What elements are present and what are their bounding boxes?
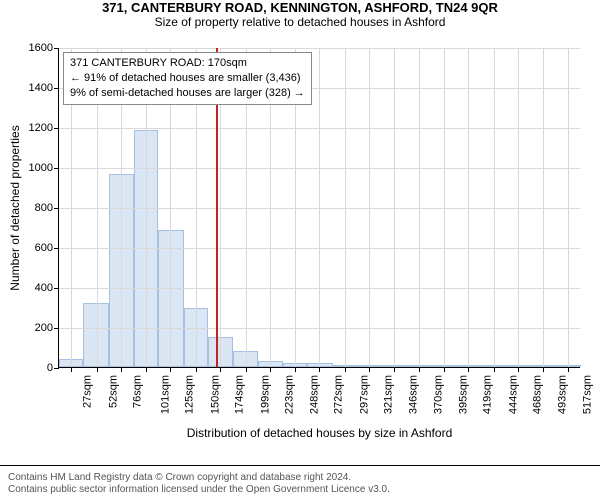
x-axis-label: Distribution of detached houses by size … [187, 426, 453, 440]
y-tick-mark [54, 208, 59, 209]
annotation-line-1: 371 CANTERBURY ROAD: 170sqm [70, 56, 305, 71]
x-tick-mark [270, 367, 271, 372]
x-tick-mark [71, 367, 72, 372]
x-tick-label: 101sqm [160, 375, 172, 414]
attribution-footer: Contains HM Land Registry data © Crown c… [0, 465, 600, 500]
x-tick-mark [196, 367, 197, 372]
chart-subtitle: Size of property relative to detached ho… [0, 15, 600, 29]
x-tick-mark [468, 367, 469, 372]
x-tick-mark [121, 367, 122, 372]
annotation-line-3: 9% of semi-detached houses are larger (3… [70, 86, 305, 101]
y-tick-mark [54, 288, 59, 289]
chart-title: 371, CANTERBURY ROAD, KENNINGTON, ASHFOR… [0, 0, 600, 15]
x-tick-label: 248sqm [309, 375, 321, 414]
x-tick-label: 493sqm [557, 375, 569, 414]
x-tick-mark [146, 367, 147, 372]
gridline-v [518, 48, 519, 367]
gridline-v [345, 48, 346, 367]
x-tick-label: 419sqm [482, 375, 494, 414]
annotation-line-2: ← 91% of detached houses are smaller (3,… [70, 71, 305, 86]
gridline-v [394, 48, 395, 367]
y-tick-mark [54, 248, 59, 249]
x-tick-label: 52sqm [107, 375, 119, 408]
gridline-v [419, 48, 420, 367]
gridline-v [319, 48, 320, 367]
x-tick-label: 468sqm [532, 375, 544, 414]
gridline-v [543, 48, 544, 367]
x-tick-label: 125sqm [184, 375, 196, 414]
gridline-v [444, 48, 445, 367]
x-tick-mark [97, 367, 98, 372]
y-tick-mark [54, 328, 59, 329]
x-tick-label: 395sqm [458, 375, 470, 414]
x-tick-mark [444, 367, 445, 372]
x-tick-mark [494, 367, 495, 372]
annotation-box: 371 CANTERBURY ROAD: 170sqm ← 91% of det… [63, 52, 312, 105]
plot-area: 371 CANTERBURY ROAD: 170sqm ← 91% of det… [58, 48, 580, 368]
x-tick-label: 223sqm [283, 375, 295, 414]
x-tick-mark [345, 367, 346, 372]
x-tick-label: 444sqm [507, 375, 519, 414]
y-axis-label: Number of detached properties [8, 125, 22, 290]
x-tick-label: 321sqm [383, 375, 395, 414]
x-tick-mark [369, 367, 370, 372]
x-tick-label: 27sqm [82, 375, 94, 408]
x-tick-mark [419, 367, 420, 372]
x-tick-mark [543, 367, 544, 372]
footer-line-1: Contains HM Land Registry data © Crown c… [8, 472, 592, 484]
x-tick-label: 272sqm [333, 375, 345, 414]
x-tick-mark [568, 367, 569, 372]
x-tick-label: 517sqm [581, 375, 593, 414]
x-tick-mark [394, 367, 395, 372]
x-tick-mark [170, 367, 171, 372]
x-tick-mark [295, 367, 296, 372]
x-tick-label: 346sqm [408, 375, 420, 414]
y-tick-mark [54, 48, 59, 49]
x-tick-label: 297sqm [358, 375, 370, 414]
gridline-v [468, 48, 469, 367]
x-tick-mark [220, 367, 221, 372]
y-tick-mark [54, 128, 59, 129]
y-tick-mark [54, 368, 59, 369]
x-tick-label: 370sqm [432, 375, 444, 414]
gridline-v [568, 48, 569, 367]
x-tick-label: 76sqm [131, 375, 143, 408]
x-tick-mark [518, 367, 519, 372]
gridline-v [494, 48, 495, 367]
x-tick-label: 150sqm [209, 375, 221, 414]
x-tick-label: 199sqm [259, 375, 271, 414]
gridline-v [369, 48, 370, 367]
y-tick-mark [54, 88, 59, 89]
y-tick-mark [54, 168, 59, 169]
footer-line-2: Contains public sector information licen… [8, 484, 592, 496]
x-tick-mark [246, 367, 247, 372]
x-tick-label: 174sqm [234, 375, 246, 414]
x-tick-mark [319, 367, 320, 372]
